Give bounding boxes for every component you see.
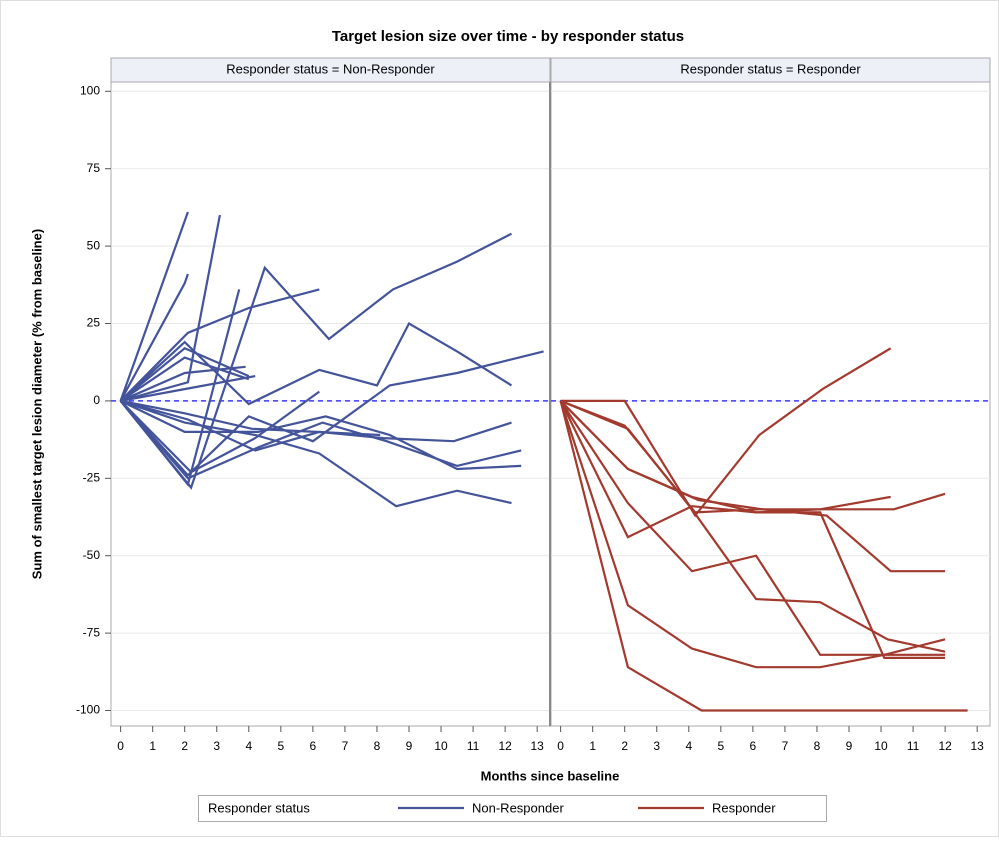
x-tick-label: 7 — [342, 739, 349, 753]
x-tick-label: 0 — [117, 739, 124, 753]
x-tick-label: 11 — [467, 739, 480, 753]
series-line — [559, 400, 946, 669]
legend-entry: Non-Responder — [472, 800, 564, 815]
x-tick-label: 13 — [971, 739, 985, 753]
y-tick-label: 100 — [80, 83, 100, 97]
x-tick-label: 0 — [557, 739, 564, 753]
x-tick-label: 3 — [653, 739, 660, 753]
x-tick-label: 3 — [213, 739, 220, 753]
series-line — [119, 350, 544, 477]
x-tick-label: 2 — [181, 739, 188, 753]
x-tick-label: 8 — [814, 739, 821, 753]
series-line — [120, 375, 256, 402]
y-axis-label: Sum of smallest target lesion diameter (… — [29, 229, 44, 579]
series-line — [119, 400, 522, 480]
series-line — [119, 288, 320, 402]
x-tick-label: 6 — [750, 739, 757, 753]
chart-title: Target lesion size over time - by respon… — [332, 28, 684, 45]
series-line — [119, 347, 250, 402]
series-line — [560, 399, 946, 653]
series-line — [119, 232, 513, 490]
x-tick-label: 11 — [907, 739, 920, 753]
x-tick-label: 5 — [277, 739, 284, 753]
panel-label: Responder status = Non-Responder — [226, 61, 435, 76]
panel-header — [110, 57, 551, 83]
legend-title: Responder status — [208, 800, 310, 815]
series-line — [559, 400, 946, 659]
series-line — [559, 400, 946, 573]
y-tick-label: -100 — [76, 703, 100, 717]
legend-entry: Responder — [712, 800, 776, 815]
x-tick-label: 9 — [406, 739, 413, 753]
y-tick-label: 25 — [87, 316, 101, 330]
y-tick-label: 75 — [87, 161, 101, 175]
y-tick-label: 50 — [87, 238, 101, 252]
x-tick-label: 4 — [245, 739, 252, 753]
x-axis-label: Months since baseline — [481, 768, 620, 783]
y-tick-label: -50 — [83, 548, 101, 562]
series-line — [120, 399, 522, 471]
y-tick-label: -25 — [83, 470, 101, 484]
series-line — [559, 400, 968, 712]
series-line — [119, 211, 189, 402]
series-line — [119, 356, 250, 402]
x-tick-label: 2 — [621, 739, 628, 753]
legend-box — [198, 795, 827, 822]
x-tick-label: 8 — [374, 739, 381, 753]
x-tick-label: 12 — [498, 739, 512, 753]
x-tick-label: 6 — [310, 739, 317, 753]
series-line — [120, 399, 381, 437]
x-tick-label: 10 — [874, 739, 888, 753]
x-tick-label: 7 — [782, 739, 789, 753]
series-line — [119, 273, 189, 402]
x-tick-label: 12 — [938, 739, 952, 753]
panel-label: Responder status = Responder — [680, 61, 861, 76]
x-tick-label: 9 — [846, 739, 853, 753]
x-tick-label: 4 — [685, 739, 692, 753]
y-tick-label: -75 — [83, 625, 101, 639]
series-line — [559, 400, 946, 656]
series-line — [560, 347, 892, 518]
series-line — [120, 365, 246, 402]
x-tick-label: 1 — [589, 739, 596, 753]
x-tick-label: 13 — [531, 739, 545, 753]
series-line — [120, 399, 512, 508]
y-tick-label: 0 — [93, 393, 100, 407]
x-tick-label: 1 — [149, 739, 156, 753]
x-tick-label: 10 — [434, 739, 448, 753]
series-line — [120, 214, 221, 402]
series-line — [119, 390, 320, 474]
x-tick-label: 5 — [717, 739, 724, 753]
